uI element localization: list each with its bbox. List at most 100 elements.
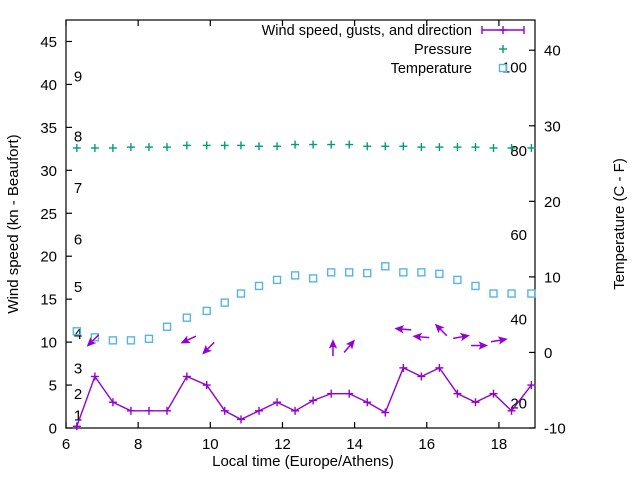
data-point-marker (162, 322, 172, 331)
wind-direction-arrow (180, 335, 197, 344)
arrow-shaft (205, 341, 215, 351)
beaufort-label: 3 (74, 360, 82, 377)
y-tick-label: 45 (40, 34, 57, 51)
y-tick-label: 20 (40, 249, 57, 266)
y2-tick-label: 20 (544, 194, 561, 211)
beaufort-label: 1 (74, 408, 82, 425)
data-point-marker (272, 275, 282, 285)
data-point-marker (308, 274, 318, 283)
wind-direction-arrow (453, 332, 470, 342)
arrow-head (394, 325, 405, 334)
x-tick-label: 16 (418, 436, 435, 453)
data-point-marker (236, 289, 246, 298)
data-point-marker (90, 333, 100, 342)
arrow-head (180, 335, 191, 344)
data-point-marker (363, 268, 372, 278)
data-point-marker (471, 281, 480, 291)
fahrenheit-scale-labels: 20 40 60 80 100 (502, 59, 527, 412)
legend-key-square (498, 63, 508, 73)
data-point-marker (182, 313, 192, 322)
data-point-marker (108, 336, 118, 345)
data-point-marker (72, 327, 82, 336)
arrow-head (478, 341, 489, 350)
wind-direction-arrow (490, 336, 508, 345)
data-point-marker (345, 268, 354, 277)
data-point-marker (507, 289, 516, 298)
y-tick-label: 5 (49, 378, 57, 395)
data-point-marker (381, 262, 390, 271)
arrow-head (202, 344, 212, 355)
data-point-marker (220, 298, 229, 307)
fahrenheit-label: 80 (510, 143, 527, 160)
arrow-head (328, 339, 338, 349)
wind-direction-arrow (434, 323, 448, 337)
beaufort-label: 9 (74, 68, 82, 85)
beaufort-label: 7 (74, 180, 82, 197)
beaufort-label: 5 (74, 279, 82, 296)
fahrenheit-label: 20 (510, 396, 527, 413)
beaufort-label: 8 (74, 128, 82, 145)
y-tick-label: 30 (40, 163, 57, 180)
data-point-marker (489, 289, 498, 298)
legend-label: Wind speed, gusts, and direction (262, 23, 472, 39)
x-axis-ticks: 6 8 10 12 14 16 18 (62, 20, 507, 453)
y2-tick-label: 0 (544, 345, 552, 362)
beaufort-label: 6 (74, 232, 82, 249)
data-point-marker (453, 275, 462, 285)
wind-direction-arrow (202, 341, 215, 355)
legend-label: Pressure (414, 42, 472, 58)
chart-legend: Wind speed, gusts, and direction Pressure… (262, 23, 525, 77)
arrow-head (497, 336, 508, 345)
y2-tick-label: 40 (544, 43, 561, 60)
y-tick-label: 0 (49, 421, 57, 438)
arrow-shaft (490, 339, 503, 343)
arrow-head (412, 332, 423, 342)
arrow-head (345, 339, 355, 350)
wind-direction-arrow (86, 334, 100, 347)
y-tick-label: 35 (40, 120, 57, 137)
x-tick-label: 12 (274, 436, 291, 453)
wind-direction-arrow (412, 332, 430, 342)
y2-tick-label: 10 (544, 269, 561, 286)
data-point-marker (126, 336, 136, 345)
data-point-marker (202, 306, 211, 316)
arrow-shaft (400, 328, 412, 331)
arrow-shaft (185, 335, 197, 342)
fahrenheit-label: 40 (510, 312, 527, 329)
y-tick-label: 40 (40, 77, 57, 94)
y2-tick-label: 30 (544, 118, 561, 135)
y-axis-title: Wind speed (kn - Beaufort) (5, 134, 22, 313)
y-tick-label: 10 (40, 335, 57, 352)
arrow-shaft (90, 334, 100, 344)
x-tick-label: 8 (134, 436, 142, 453)
data-point-marker (527, 289, 536, 298)
series-temperature (72, 262, 536, 345)
wind-direction-arrow (328, 339, 338, 357)
y2-tick-label: -10 (544, 421, 566, 438)
data-point-marker (144, 334, 154, 344)
plot-frame (65, 19, 536, 429)
y-tick-label: 25 (40, 206, 57, 223)
arrow-head (86, 337, 97, 347)
wind-direction-arrow (394, 325, 412, 334)
y2-axis-ticks: -10 0 10 20 30 40 (529, 43, 566, 438)
arrow-head (459, 332, 470, 342)
fahrenheit-label: 100 (502, 59, 527, 76)
fahrenheit-label: 60 (510, 227, 527, 244)
x-tick-label: 10 (202, 436, 219, 453)
data-point-marker (290, 271, 300, 280)
y-axis-ticks: 0 5 10 15 20 25 30 35 40 45 (40, 34, 72, 438)
x-tick-label: 6 (62, 436, 70, 453)
data-point-marker (399, 268, 408, 277)
y-tick-label: 15 (40, 292, 57, 309)
arrow-shaft (418, 335, 430, 339)
series-pressure (72, 140, 536, 152)
arrow-head (434, 323, 445, 334)
data-point-marker (326, 268, 336, 277)
wind-direction-arrows (86, 323, 508, 357)
arrow-shaft (343, 343, 352, 354)
arrow-shaft (438, 327, 448, 337)
